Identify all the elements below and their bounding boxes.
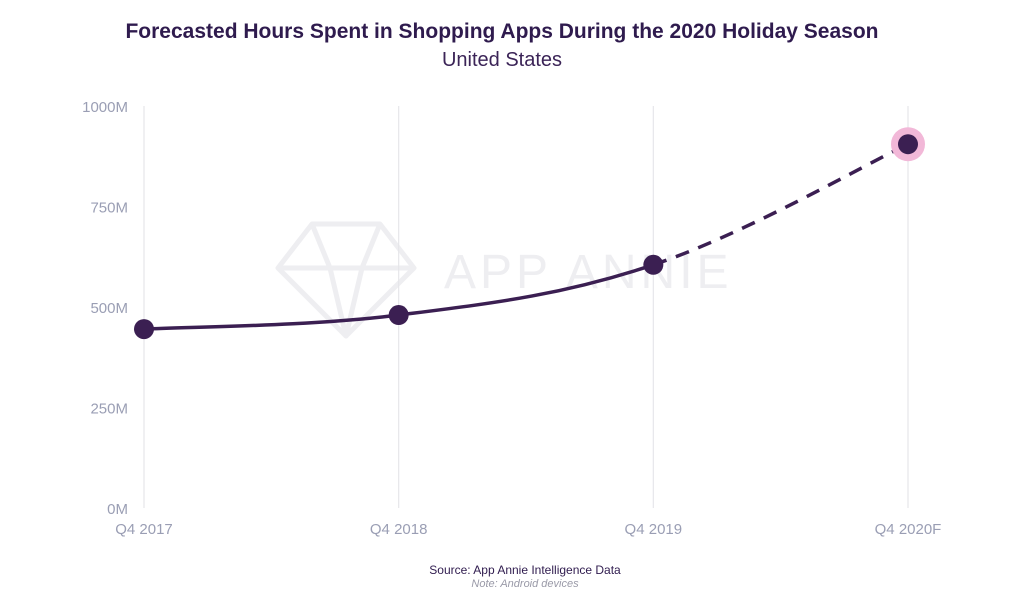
y-tick-label: 1000M — [82, 99, 128, 116]
watermark-text: APP ANNIE — [444, 246, 733, 299]
x-tick-label: Q4 2020F — [875, 521, 942, 538]
data-point — [643, 254, 664, 275]
data-point — [134, 319, 154, 340]
y-tick-label: 500M — [90, 300, 128, 317]
data-point — [388, 305, 409, 326]
chart-subtitle: United States — [441, 49, 563, 71]
series-line — [142, 142, 909, 331]
y-tick-label: 750M — [90, 200, 128, 217]
diamond-logo-icon — [275, 221, 417, 339]
x-tick-label: Q4 2017 — [115, 521, 173, 538]
source-label: Source: App Annie Intelligence Data — [429, 563, 621, 577]
y-tick-label: 250M — [90, 401, 128, 418]
x-tick-label: Q4 2018 — [370, 521, 428, 538]
chart-title: Forecasted Hours Spent in Shopping Apps … — [125, 20, 879, 43]
note-label: Note: Android devices — [471, 578, 579, 590]
x-axis-ticks: Q4 2017 Q4 2018 Q4 2019 Q4 2020F — [115, 521, 941, 538]
y-axis-ticks: 0M 250M 500M 750M 1000M — [82, 99, 128, 518]
y-tick-label: 0M — [107, 501, 128, 518]
data-point — [898, 134, 918, 155]
x-tick-label: Q4 2019 — [625, 521, 683, 538]
actual-series-line — [142, 263, 656, 331]
grid-lines — [143, 106, 909, 508]
series-points — [134, 127, 925, 340]
